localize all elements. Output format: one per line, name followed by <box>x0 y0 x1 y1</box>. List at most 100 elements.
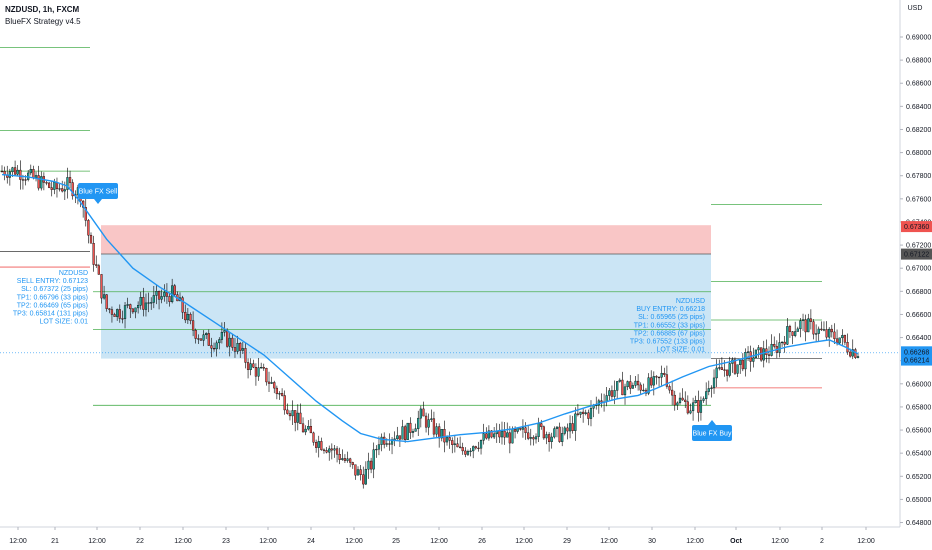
candle <box>678 392 682 405</box>
candle <box>152 285 155 309</box>
candle <box>422 401 425 417</box>
candle <box>650 370 653 388</box>
candle <box>228 331 231 357</box>
candle <box>241 342 244 354</box>
candle-body <box>513 428 517 432</box>
info-line: NZDUSD <box>59 270 88 277</box>
candle-body <box>186 314 189 321</box>
candle-body <box>184 311 187 321</box>
candle-body <box>296 412 299 423</box>
candle-body <box>445 437 449 443</box>
candle <box>155 284 158 305</box>
price-tick-label: 0.66600 <box>906 312 931 319</box>
candle <box>388 433 391 451</box>
candle-body <box>537 423 540 437</box>
candle <box>110 306 114 323</box>
candle-body <box>736 364 739 374</box>
candle <box>207 329 210 346</box>
candle <box>739 359 742 374</box>
candle-body <box>843 335 847 343</box>
candle <box>699 396 703 421</box>
candle-body <box>584 412 587 414</box>
candle <box>574 407 577 441</box>
candle-body <box>707 388 710 392</box>
candle <box>367 452 370 479</box>
candle-body <box>440 429 443 439</box>
candle-body <box>406 422 409 440</box>
candle <box>102 285 106 300</box>
candle <box>794 321 797 338</box>
candle <box>411 428 415 438</box>
candle <box>414 423 417 432</box>
candle <box>343 454 347 463</box>
candle-body <box>521 427 525 430</box>
candle <box>66 167 69 199</box>
time-tick-label: 22 <box>136 538 144 545</box>
candle-body <box>550 436 553 442</box>
candle <box>19 160 22 190</box>
candle-body <box>610 390 614 397</box>
candle-body <box>419 408 422 419</box>
candle <box>464 447 467 458</box>
candle-body <box>566 427 569 432</box>
candle <box>21 174 25 190</box>
candle-body <box>715 367 718 379</box>
price-tick-label: 0.67800 <box>906 173 931 180</box>
time-tick-label: 12:00 <box>771 538 789 545</box>
signal-labels: Blue FX Sell Blue FX Buy <box>78 183 732 441</box>
candle-body <box>458 446 462 448</box>
candle <box>799 317 802 338</box>
candle <box>121 310 124 324</box>
price-tick-label: 0.66800 <box>906 289 931 296</box>
candle <box>458 436 462 449</box>
candle-body <box>105 294 108 309</box>
candle <box>419 405 422 428</box>
price-tick-label: 0.67600 <box>906 196 931 203</box>
info-line: LOT SIZE: 0.01 <box>656 347 705 354</box>
candle <box>833 323 836 345</box>
candle <box>199 338 203 341</box>
candle <box>843 334 847 346</box>
candle <box>652 371 655 396</box>
candle <box>315 439 318 453</box>
candle-body <box>160 296 163 300</box>
time-tick-label: Oct <box>730 538 742 545</box>
price-tag-text: 0.66268 <box>904 349 929 356</box>
candle <box>254 363 258 386</box>
candle <box>537 417 540 443</box>
candle <box>746 346 750 362</box>
candle-body <box>631 385 634 389</box>
candle <box>655 375 658 385</box>
candle-body <box>503 430 506 438</box>
candle-body <box>205 333 208 336</box>
candle-body <box>825 329 828 338</box>
candle <box>778 333 781 358</box>
candle-body <box>116 309 119 317</box>
candle-body <box>676 402 679 406</box>
candle-body <box>794 331 797 336</box>
candle <box>568 415 572 439</box>
candle-body <box>657 376 661 379</box>
candle <box>406 422 409 440</box>
candle-body <box>574 413 577 431</box>
candle-body <box>236 343 239 352</box>
candle-body <box>422 408 425 417</box>
candle-body <box>197 338 200 340</box>
price-tag: 0.66268 <box>901 346 932 358</box>
candle-body <box>668 386 671 391</box>
time-tick-label: 29 <box>563 538 571 545</box>
candle <box>129 303 132 319</box>
candle-body <box>199 338 203 341</box>
candle-body <box>401 426 404 440</box>
candle-body <box>547 434 551 442</box>
candle <box>97 263 100 275</box>
candle-body <box>252 363 255 368</box>
candle <box>16 165 19 177</box>
candle <box>668 384 671 394</box>
candle <box>29 164 32 176</box>
candle-body <box>241 348 244 351</box>
price-tag-bg <box>901 354 932 366</box>
candle-body <box>744 352 747 370</box>
candle-body <box>398 435 402 440</box>
